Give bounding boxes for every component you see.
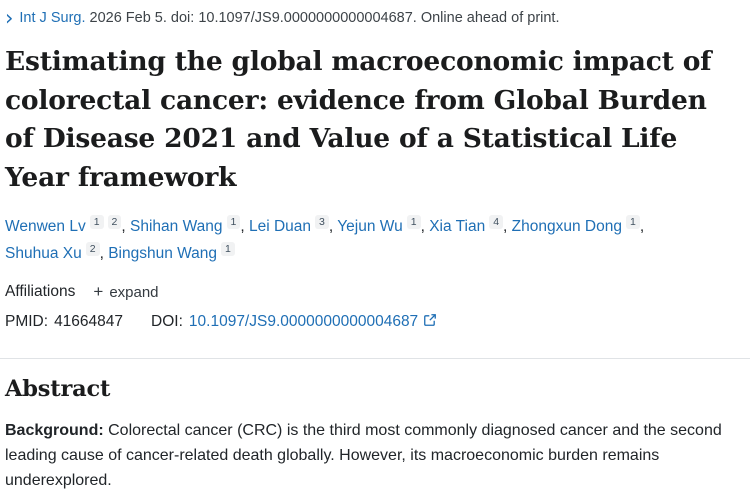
affiliations-row: Affiliations + expand: [5, 282, 742, 302]
identifiers-row: PMID: 41664847 DOI: 10.1097/JS9.00000000…: [5, 312, 742, 332]
author: Wenwen Lv 1 2,: [5, 214, 126, 235]
expand-affiliations-button[interactable]: + expand: [93, 282, 158, 302]
affiliations-label: Affiliations: [5, 283, 76, 300]
author-separator: ,: [121, 218, 126, 235]
abstract-heading: Abstract: [5, 376, 111, 402]
affiliation-number-badge[interactable]: 3: [315, 214, 329, 229]
author-link[interactable]: Yejun Wu: [337, 218, 403, 235]
background-text: Colorectal cancer (CRC) is the third mos…: [5, 422, 722, 489]
doi-value: 10.1097/JS9.0000000000004687: [188, 313, 419, 330]
plus-icon: +: [93, 282, 104, 301]
author-separator: ,: [240, 218, 245, 235]
author: Shuhua Xu 2,: [5, 241, 104, 262]
author: Lei Duan 3,: [248, 214, 334, 235]
journal-citation-bar: › Int J Surg. 2026 Feb 5. doi: 10.1097/J…: [5, 6, 742, 30]
authors-list: Wenwen Lv 1 2, Shihan Wang 1, Lei Duan 3, Ye…: [5, 213, 742, 267]
affiliation-number-badge[interactable]: 2: [85, 241, 100, 256]
author-separator: ,: [99, 245, 104, 262]
author-link[interactable]: Xia Tian: [429, 218, 486, 235]
author-separator: ,: [420, 218, 425, 235]
author-separator: ,: [328, 218, 334, 235]
affiliation-number-badge[interactable]: 4: [489, 214, 504, 229]
affiliation-number-badge[interactable]: 1: [89, 214, 104, 229]
external-link-icon: [423, 313, 437, 332]
doi-link[interactable]: 10.1097/JS9.0000000000004687: [189, 312, 437, 332]
author: Bingshun Wang 1: [108, 241, 235, 262]
affiliation-number-badge[interactable]: 1: [226, 214, 241, 229]
author-link[interactable]: Shuhua Xu: [5, 245, 82, 262]
chevron-right-icon[interactable]: ›: [5, 6, 14, 30]
author-link[interactable]: Zhongxun Dong: [511, 218, 622, 235]
author: Xia Tian 4,: [429, 214, 508, 235]
author-link[interactable]: Wenwen Lv: [5, 218, 86, 235]
author: Zhongxun Dong 1,: [511, 214, 645, 235]
background-label: Background:: [5, 422, 104, 439]
affiliation-number-badge[interactable]: 2: [107, 214, 122, 229]
author-link[interactable]: Bingshun Wang: [108, 245, 218, 262]
author-separator: ,: [639, 218, 645, 235]
pmid-label: PMID:: [5, 313, 49, 330]
ahead-of-print-text: Online ahead of print.: [420, 10, 560, 26]
abstract-background-paragraph: Background: Colorectal cancer (CRC) is t…: [5, 418, 742, 493]
author: Shihan Wang 1,: [130, 214, 245, 235]
author-link[interactable]: Shihan Wang: [130, 218, 223, 235]
citation-text: 2026 Feb 5. doi: 10.1097/JS9.00000000000…: [89, 10, 417, 26]
affiliation-number-badge[interactable]: 1: [625, 214, 640, 229]
expand-label: expand: [109, 283, 159, 301]
section-divider: [0, 358, 750, 359]
author-link[interactable]: Lei Duan: [248, 218, 312, 235]
journal-link[interactable]: Int J Surg.: [19, 10, 86, 26]
affiliation-number-badge[interactable]: 1: [406, 214, 421, 229]
author-separator: ,: [503, 218, 508, 235]
affiliation-number-badge[interactable]: 1: [221, 241, 235, 256]
doi-label: DOI:: [151, 313, 183, 330]
pmid-value: 41664847: [54, 313, 124, 330]
author: Yejun Wu 1,: [337, 214, 425, 235]
article-title: Estimating the global macroeconomic impa…: [5, 46, 712, 193]
